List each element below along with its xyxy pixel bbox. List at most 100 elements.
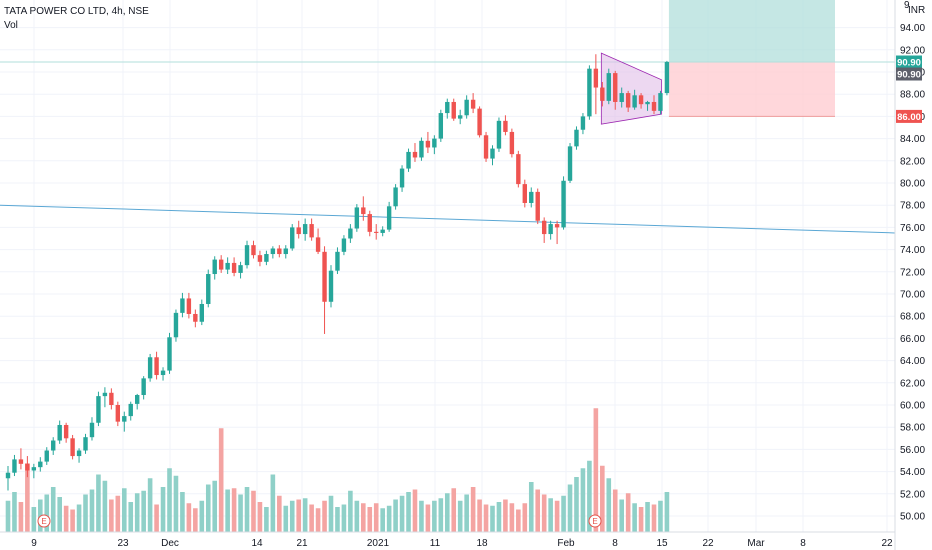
- candle: [31, 463, 37, 479]
- candle-body: [516, 154, 521, 185]
- candle-body: [483, 135, 489, 159]
- candle: [238, 261, 243, 279]
- candle: [212, 256, 217, 280]
- volume-bar: [470, 487, 476, 532]
- volume-bar: [257, 502, 263, 532]
- volume-bar: [134, 493, 140, 532]
- volume-bar: [509, 503, 515, 532]
- volume-bar: [600, 465, 605, 532]
- candle: [619, 87, 624, 108]
- candle-body: [277, 248, 282, 255]
- candle-body: [218, 259, 224, 270]
- volume-bar: [393, 499, 398, 532]
- candle-body: [509, 131, 515, 155]
- candle: [651, 95, 657, 115]
- candle: [57, 420, 62, 444]
- candle: [386, 201, 392, 232]
- candle-body: [380, 229, 385, 233]
- price-tick-label: 60.00: [900, 401, 925, 412]
- price-tick-label: 84.00: [900, 134, 925, 145]
- volume-bars: [5, 408, 670, 532]
- candle: [38, 457, 43, 472]
- candle-body: [613, 73, 618, 102]
- volume-bar: [302, 498, 308, 532]
- candle-body: [63, 424, 69, 439]
- price-tick-label: 72.00: [900, 267, 925, 278]
- price-axis[interactable]: 94.0092.0090.0088.0086.0084.0082.0080.00…: [900, 23, 925, 522]
- candle-body: [406, 151, 411, 169]
- time-axis[interactable]: 9 23 Dec 14 21 2021 11 18 Feb 8 15 22 Mar 8 22: [31, 538, 893, 549]
- candle-body: [283, 248, 288, 255]
- candle: [658, 90, 663, 115]
- candle-body: [432, 138, 437, 148]
- candle-body: [335, 251, 340, 271]
- legend-volume: Vol: [4, 20, 18, 31]
- candle: [600, 81, 605, 107]
- volume-bar: [225, 489, 230, 532]
- candle-body: [154, 357, 159, 376]
- candle: [445, 98, 450, 119]
- candle-body: [147, 357, 153, 379]
- candle: [341, 235, 347, 256]
- candle-body: [496, 120, 502, 149]
- volume-bar: [121, 488, 127, 532]
- candle: [503, 115, 508, 136]
- candle: [160, 367, 166, 381]
- candle-body: [541, 220, 547, 235]
- candle: [141, 376, 146, 400]
- candle: [490, 145, 495, 166]
- time-tick-label: Dec: [161, 538, 179, 549]
- volume-bar: [528, 482, 534, 532]
- candle: [244, 240, 250, 269]
- target-price-tag: 90.90: [896, 55, 922, 69]
- candle-body: [425, 140, 431, 148]
- earnings-marker[interactable]: E: [588, 514, 602, 528]
- volume-bar: [522, 503, 528, 532]
- volume-bar: [315, 508, 321, 532]
- time-tick-label: 23: [117, 538, 129, 549]
- candle-body: [328, 270, 334, 302]
- volume-bar: [625, 493, 631, 532]
- candle: [412, 143, 418, 162]
- price-tick-label: 80.00: [900, 179, 925, 190]
- earnings-label: E: [592, 517, 597, 526]
- candle-body: [567, 146, 573, 181]
- target-zone[interactable]: [668, 0, 835, 63]
- candle-body: [451, 101, 456, 119]
- candle: [638, 93, 644, 109]
- candle: [302, 218, 308, 241]
- price-tick-label: 92.00: [900, 45, 925, 56]
- candle: [354, 204, 360, 232]
- candle-body: [606, 73, 611, 101]
- candle: [167, 332, 172, 374]
- candle-body: [128, 403, 133, 417]
- candle-body: [225, 262, 230, 270]
- volume-bar: [477, 499, 482, 532]
- candle: [154, 351, 159, 380]
- target-price-tag-text: 90.90: [897, 58, 921, 69]
- candle: [574, 126, 579, 150]
- candle: [25, 456, 30, 478]
- price-tick-label: 78.00: [900, 201, 925, 212]
- volume-bar: [658, 500, 663, 532]
- candle-body: [296, 227, 301, 235]
- candle-body: [302, 224, 308, 235]
- stop-price-tag: 86.00: [896, 109, 922, 123]
- trendline[interactable]: [0, 204, 896, 234]
- volume-bar: [147, 478, 153, 532]
- candle-body: [341, 238, 347, 252]
- candle: [522, 179, 527, 208]
- earnings-marker[interactable]: E: [37, 514, 51, 528]
- candle: [63, 422, 69, 443]
- candle-body: [632, 95, 637, 108]
- candle-body: [548, 224, 553, 235]
- candle-body: [76, 450, 82, 457]
- candle-body: [257, 255, 263, 262]
- candle: [70, 434, 75, 460]
- stop-zone[interactable]: [668, 62, 835, 117]
- candle: [322, 246, 327, 334]
- candle-body: [206, 274, 211, 304]
- time-tick-label: 2021: [367, 538, 390, 549]
